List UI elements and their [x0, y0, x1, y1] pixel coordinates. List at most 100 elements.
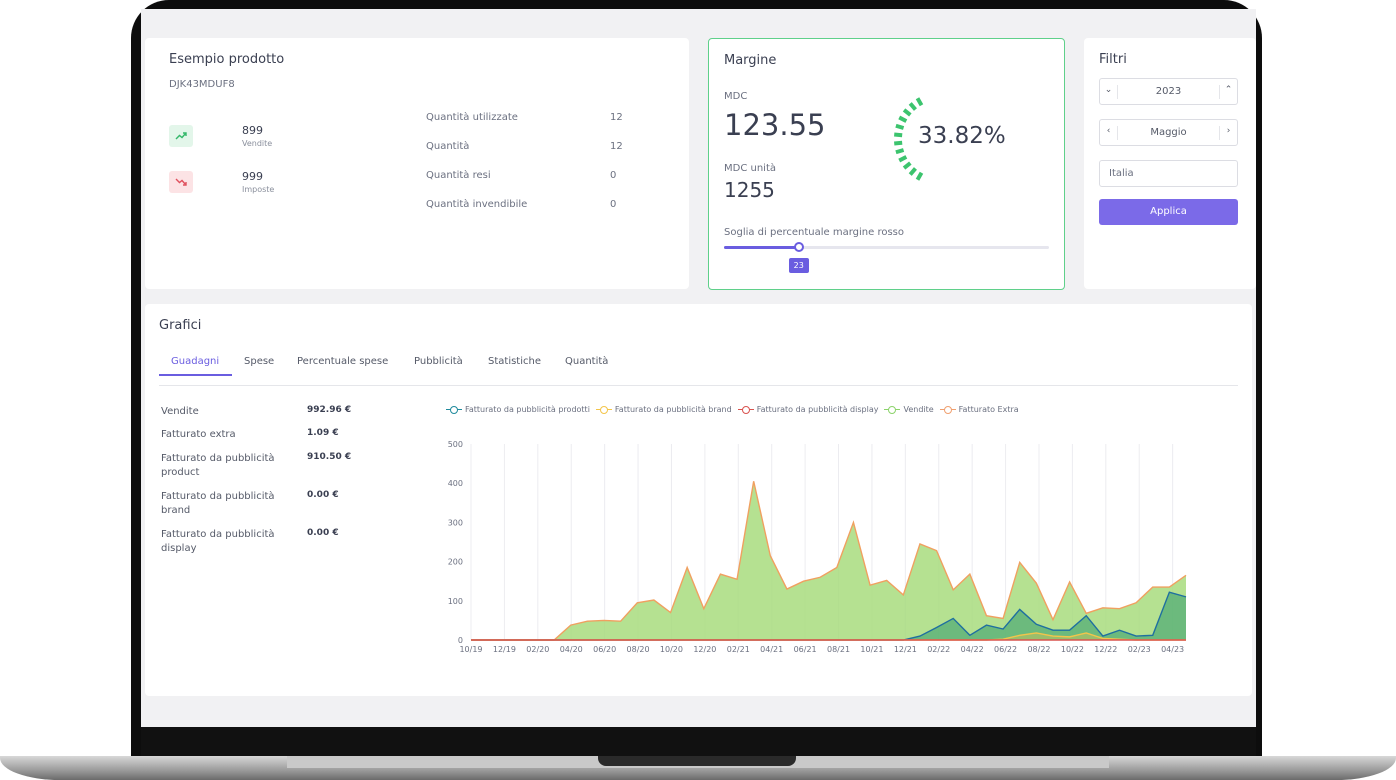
laptop-chin [141, 727, 1256, 757]
gauge-segment [915, 97, 924, 107]
kpi-taxes-label: Imposte [242, 185, 275, 194]
series-pubblicita-prodotti-area [471, 592, 1186, 640]
x-tick-label: 10/21 [860, 645, 883, 654]
x-tick-label: 10/19 [459, 645, 482, 654]
quantity-label: Quantità invendibile [426, 199, 528, 210]
gauge-segment [908, 102, 917, 111]
gauge-segment [908, 167, 917, 176]
mdc-unit-value: 1255 [724, 178, 775, 202]
x-tick-label: 02/21 [727, 645, 750, 654]
summary-label: Vendite [161, 406, 199, 417]
quantity-value: 12 [610, 112, 623, 123]
legend-marker-icon [737, 405, 754, 414]
legend-marker-icon [595, 405, 612, 414]
quantity-label: Quantità utilizzate [426, 112, 518, 123]
x-tick-label: 12/22 [1094, 645, 1117, 654]
month-value: Maggio [1150, 127, 1187, 138]
gauge-segment [902, 108, 912, 117]
x-tick-label: 08/21 [827, 645, 850, 654]
product-card: Esempio prodotto DJK43MDUF8 899 Vendite … [145, 38, 689, 289]
x-tick-label: 10/20 [660, 645, 683, 654]
mdc-label: MDC [724, 91, 748, 102]
quantity-row: Quantità invendibile 0 [426, 199, 626, 210]
month-stepper[interactable]: ‹ Maggio › [1099, 119, 1238, 146]
chevron-right-icon[interactable]: › [1219, 126, 1237, 140]
summary-value: 1.09 € [307, 428, 339, 438]
mdc-unit-label: MDC unità [724, 163, 776, 174]
filters-card: Filtri ⌄ 2023 ⌃ ‹ Maggio › Italia Applic… [1084, 38, 1256, 289]
legend-item[interactable]: Fatturato da pubblicità brand [595, 405, 732, 414]
kpi-taxes-value: 999 [242, 170, 263, 183]
tab-percentuale-spese[interactable]: Percentuale spese [297, 356, 389, 367]
y-tick-label: 100 [448, 597, 463, 606]
margin-gauge [894, 97, 924, 181]
kpi-taxes: 999 Imposte [169, 170, 369, 211]
x-tick-label: 06/22 [994, 645, 1017, 654]
tab-pubblicita[interactable]: Pubblicità [414, 356, 463, 367]
summary-label: Fatturato da pubblicità display [161, 529, 275, 554]
legend-label: Fatturato da pubblicità brand [614, 405, 732, 414]
active-tab-indicator [159, 374, 232, 376]
x-tick-label: 04/21 [760, 645, 783, 654]
summary-label: Fatturato extra [161, 429, 236, 440]
summary-value: 910.50 € [307, 452, 352, 462]
threshold-label: Soglia di percentuale margine rosso [724, 227, 905, 238]
quantity-row: Quantità resi 0 [426, 170, 626, 181]
legend-label: Fatturato da pubblicità display [756, 405, 879, 414]
margin-title: Margine [724, 53, 777, 68]
quantity-row: Quantità utilizzate 12 [426, 112, 626, 123]
chart-legend: Fatturato da pubblicità prodotti Fatturat… [446, 405, 1025, 416]
x-tick-label: 08/22 [1027, 645, 1050, 654]
threshold-slider[interactable]: 23 [724, 242, 1049, 273]
product-title: Esempio prodotto [169, 52, 285, 67]
slider-fill [724, 246, 799, 249]
tab-quantita[interactable]: Quantità [565, 356, 609, 367]
gauge-segment [915, 171, 924, 181]
legend-marker-icon [884, 405, 901, 414]
mdc-value: 123.55 [724, 108, 826, 142]
legend-item[interactable]: Vendite [884, 405, 934, 414]
charts-card: Grafici Guadagni Spese Percentuale spese… [145, 304, 1252, 696]
chevron-up-icon[interactable]: ⌃ [1219, 85, 1237, 99]
x-tick-label: 04/20 [560, 645, 583, 654]
slider-value-tooltip: 23 [788, 258, 809, 273]
slider-handle[interactable] [793, 242, 804, 252]
gauge-segment [895, 123, 905, 130]
country-input[interactable]: Italia [1099, 160, 1238, 187]
x-tick-label: 04/22 [961, 645, 984, 654]
gauge-segment [898, 115, 908, 123]
kpi-sales-label: Vendite [242, 139, 273, 148]
gauge-segment [894, 132, 903, 138]
year-stepper[interactable]: ⌄ 2023 ⌃ [1099, 78, 1238, 105]
apply-button[interactable]: Applica [1099, 199, 1238, 225]
chart-tabs: Guadagni Spese Percentuale spese Pubblic… [159, 354, 1238, 386]
tab-guadagni[interactable]: Guadagni [171, 356, 220, 367]
y-tick-label: 500 [448, 440, 463, 449]
chevron-left-icon[interactable]: ‹ [1100, 126, 1118, 140]
y-tick-label: 400 [448, 479, 463, 488]
x-tick-label: 02/23 [1128, 645, 1151, 654]
y-tick-label: 200 [448, 558, 463, 567]
x-tick-label: 12/20 [693, 645, 716, 654]
year-value: 2023 [1155, 86, 1182, 97]
legend-item[interactable]: Fatturato da pubblicità display [737, 405, 879, 414]
margin-card: Margine MDC 123.55 MDC unità 1255 33.82%… [708, 38, 1065, 290]
legend-item[interactable]: Fatturato Extra [939, 405, 1019, 414]
legend-item[interactable]: Fatturato da pubblicità prodotti [446, 405, 590, 414]
tab-spese[interactable]: Spese [244, 356, 275, 367]
tab-statistiche[interactable]: Statistiche [488, 356, 541, 367]
trend-up-icon [169, 125, 193, 147]
legend-marker-icon [939, 405, 956, 414]
quantity-label: Quantità resi [426, 170, 491, 181]
filters-title: Filtri [1099, 52, 1127, 67]
legend-label: Fatturato Extra [958, 405, 1019, 414]
quantity-value: 12 [610, 141, 623, 152]
earnings-area-chart: 10/19 12/19 02/20 04/20 06/20 08/20 10/20 12/20… [448, 440, 1187, 654]
kpi-sales: 899 Vendite [169, 124, 369, 165]
x-tick-label: 08/20 [627, 645, 650, 654]
trend-down-icon [169, 171, 193, 193]
series-vendite-line [471, 481, 1187, 641]
chevron-down-icon[interactable]: ⌄ [1100, 85, 1118, 99]
y-tick-label: 0 [458, 636, 463, 645]
x-tick-label: 04/23 [1161, 645, 1184, 654]
